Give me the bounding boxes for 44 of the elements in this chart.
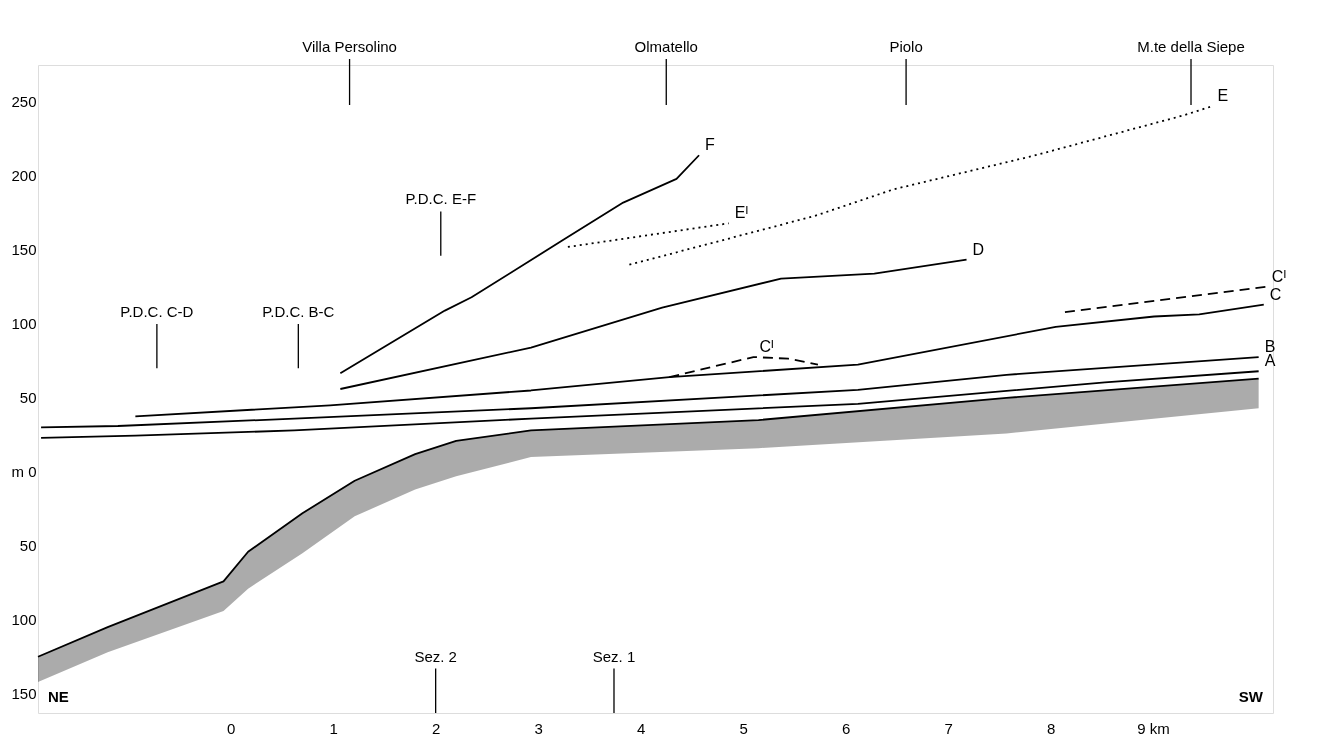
series-label: F — [705, 136, 716, 154]
line-series — [339, 258, 968, 390]
x-tick-label: 9 km — [1137, 719, 1170, 737]
series-label: C — [1269, 285, 1282, 303]
series-label: Cᴵ — [1271, 267, 1287, 285]
ref-line-label: P.D.C. B-C — [262, 302, 335, 320]
x-tick-label: 8 — [1046, 719, 1056, 737]
series-label: A — [1264, 352, 1276, 370]
line-series — [339, 154, 700, 375]
series-label: D — [972, 240, 985, 258]
x-tick-label: 7 — [944, 719, 953, 737]
ref-line-label: P.D.C. E-F — [405, 190, 477, 208]
x-tick-label: 4 — [636, 719, 646, 737]
x-tick-label: 0 — [227, 719, 236, 737]
y-tick-label: m 0 — [11, 463, 37, 481]
series-label: Cᴵ — [759, 338, 774, 356]
y-tick-label: 250 — [11, 93, 37, 111]
x-tick-label: 5 — [739, 719, 748, 737]
ref-line-label: Sez. 2 — [414, 647, 457, 665]
ref-line-label: Olmatello — [634, 38, 698, 55]
annotation: SW — [1238, 688, 1264, 705]
ref-line-label: Sez. 1 — [592, 647, 636, 665]
y-tick-label: 150 — [11, 685, 37, 703]
ref-line-label: Villa Persolino — [302, 38, 397, 55]
y-tick-label: 50 — [19, 537, 37, 555]
x-tick-label: 6 — [841, 719, 851, 737]
ref-line-label: P.D.C. C-D — [120, 302, 194, 320]
series-label: E — [1217, 87, 1229, 105]
line-series — [40, 370, 1260, 439]
annotation: NE — [48, 688, 69, 705]
ref-line-label: M.te della Siepe — [1137, 38, 1245, 55]
y-tick-label: 200 — [11, 167, 37, 185]
x-tick-label: 3 — [534, 719, 543, 737]
y-tick-label: 150 — [11, 241, 37, 259]
series-label: Eᴵ — [734, 204, 749, 222]
line-series — [628, 105, 1213, 266]
ref-line-label: Piolo — [889, 38, 923, 55]
x-tick-label: 1 — [329, 719, 338, 737]
y-tick-label: 100 — [11, 611, 37, 629]
y-tick-label: 50 — [19, 389, 37, 407]
x-tick-label: 2 — [431, 719, 441, 737]
y-tick-label: 100 — [11, 315, 37, 333]
line-series — [40, 356, 1260, 429]
line-series — [668, 356, 819, 379]
